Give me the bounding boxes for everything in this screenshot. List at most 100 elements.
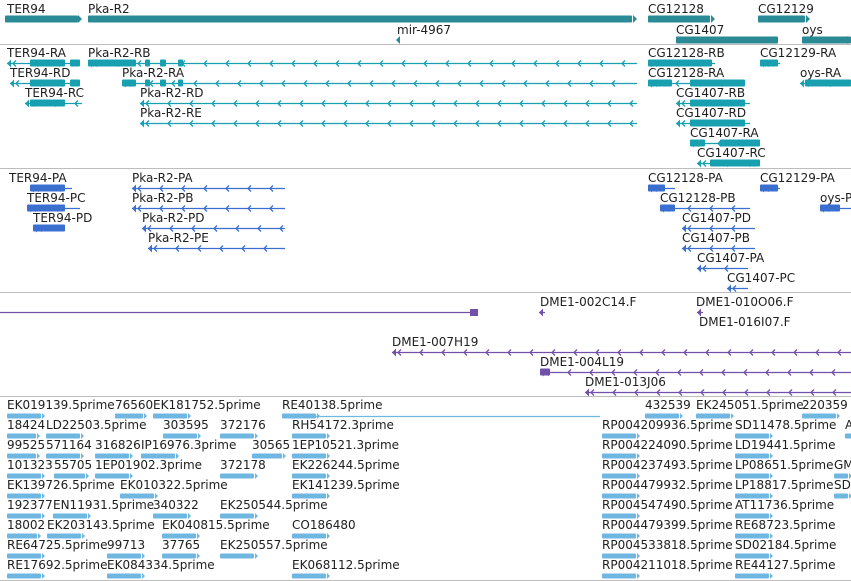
- est-label-re17692-5prime[interactable]: RE17692.5prime: [7, 558, 108, 572]
- est-label-lp18817-5prime[interactable]: LP18817.5prime: [735, 478, 834, 492]
- est-label-rp004211018-5prime[interactable]: RP004211018.5prime: [602, 558, 733, 572]
- gene-label-ter94[interactable]: TER94: [7, 2, 46, 16]
- clone-label-dme1-016i07-f[interactable]: DME1-016I07.F: [699, 315, 791, 329]
- est-label-ek250557-5prime[interactable]: EK250557.5prime: [220, 538, 328, 552]
- protein-label-cg1407-pd[interactable]: CG1407-PD: [682, 211, 752, 225]
- est-label-ek250544-5prime[interactable]: EK250544.5prime: [220, 498, 328, 512]
- est-label-at11736-5prime[interactable]: AT11736.5prime: [735, 498, 835, 512]
- est-label-30565[interactable]: 30565: [252, 438, 291, 452]
- est-label-571164[interactable]: 571164: [46, 438, 92, 452]
- protein-label-oys-p[interactable]: oys-P: [820, 191, 851, 205]
- est-label-rp004547490-5prime[interactable]: RP004547490.5prime: [602, 498, 733, 512]
- est-label-1ep10521-3prime[interactable]: 1EP10521.3prime: [292, 438, 400, 452]
- gene-label-cg12128[interactable]: CG12128: [648, 2, 704, 16]
- est-label-rp004209936-5prime[interactable]: RP004209936.5prime: [602, 418, 733, 432]
- est-label-ek139726-5prime[interactable]: EK139726.5prime: [7, 478, 115, 492]
- transcript-label-cg12128-ra[interactable]: CG12128-RA: [648, 66, 725, 80]
- protein-label-ter94-pc[interactable]: TER94-PC: [27, 191, 86, 205]
- est-label-rp004224090-5prime[interactable]: RP004224090.5prime: [602, 438, 733, 452]
- est-label-rp004533818-5prime[interactable]: RP004533818.5prime: [602, 538, 733, 552]
- transcript-label-cg1407-ra[interactable]: CG1407-RA: [690, 126, 759, 140]
- est-label-re68723-5prime[interactable]: RE68723.5prime: [735, 518, 836, 532]
- est-label-re44127-5prime[interactable]: RE44127.5prime: [735, 558, 836, 572]
- protein-label-cg12128-pa[interactable]: CG12128-PA: [648, 171, 723, 185]
- clone-label-dme1-004l19[interactable]: DME1-004L19: [540, 355, 624, 369]
- protein-label-pka-r2-pd[interactable]: Pka-R2-PD: [142, 211, 205, 225]
- est-label-ek084334-5prime[interactable]: EK084334.5prime: [107, 558, 215, 572]
- est-label-ld22503-5prime[interactable]: LD22503.5prime: [46, 418, 147, 432]
- transcript-label-cg1407-rd[interactable]: CG1407-RD: [676, 106, 747, 120]
- gene-label-cg1407[interactable]: CG1407: [676, 23, 725, 37]
- transcript-label-pka-r2-rd[interactable]: Pka-R2-RD: [140, 86, 204, 100]
- est-label-192377[interactable]: 192377: [7, 498, 53, 512]
- est-label-76560[interactable]: 76560: [115, 398, 154, 412]
- est-label-rp004237493-5prime[interactable]: RP004237493.5prime: [602, 458, 733, 472]
- est-label-rp004479932-5prime[interactable]: RP004479932.5prime: [602, 478, 733, 492]
- protein-label-ter94-pd[interactable]: TER94-PD: [33, 211, 93, 225]
- est-label-a[interactable]: A: [845, 418, 851, 432]
- est-label-99713[interactable]: 99713: [107, 538, 146, 552]
- est-label-ip16976-3prime[interactable]: IP16976.3prime: [141, 438, 237, 452]
- protein-label-cg12128-pb[interactable]: CG12128-PB: [660, 191, 736, 205]
- transcript-label-cg12129-ra[interactable]: CG12129-RA: [760, 46, 837, 60]
- transcript-label-pka-r2-rb[interactable]: Pka-R2-RB: [88, 46, 151, 60]
- protein-label-cg1407-pb[interactable]: CG1407-PB: [682, 231, 751, 245]
- est-label-101323[interactable]: 101323: [7, 458, 53, 472]
- est-label-303595[interactable]: 303595: [163, 418, 209, 432]
- est-label-ld19441-5prime[interactable]: LD19441.5prime: [735, 438, 836, 452]
- gene-label-mir-4967[interactable]: mir-4967: [397, 23, 452, 37]
- est-label-55705[interactable]: 55705: [54, 458, 93, 472]
- est-label-gm[interactable]: GM: [834, 458, 851, 472]
- est-label-220359[interactable]: 220359: [802, 398, 848, 412]
- est-label-rh54172-3prime[interactable]: RH54172.3prime: [292, 418, 394, 432]
- est-label-99525[interactable]: 99525: [7, 438, 46, 452]
- est-label-sd02184-5prime[interactable]: SD02184.5prime: [735, 538, 837, 552]
- est-label-37765[interactable]: 37765: [162, 538, 201, 552]
- est-label-18424[interactable]: 18424: [7, 418, 46, 432]
- protein-label-cg1407-pc[interactable]: CG1407-PC: [727, 271, 796, 285]
- transcript-label-ter94-rc[interactable]: TER94-RC: [25, 86, 84, 100]
- est-label-340322[interactable]: 340322: [153, 498, 199, 512]
- est-label-18002[interactable]: 18002: [7, 518, 46, 532]
- protein-label-pka-r2-pb[interactable]: Pka-R2-PB: [132, 191, 194, 205]
- transcript-label-cg1407-rb[interactable]: CG1407-RB: [676, 86, 746, 100]
- est-label-1ep01902-3prime[interactable]: 1EP01902.3prime: [95, 458, 203, 472]
- est-label-316826[interactable]: 316826: [95, 438, 141, 452]
- transcript-label-pka-r2-ra[interactable]: Pka-R2-RA: [122, 66, 185, 80]
- transcript-label-cg12128-rb[interactable]: CG12128-RB: [648, 46, 725, 60]
- est-label-sd11478-5prime[interactable]: SD11478.5prime: [735, 418, 837, 432]
- transcript-label-ter94-ra[interactable]: TER94-RA: [7, 46, 66, 60]
- est-label-ek226244-5prime[interactable]: EK226244.5prime: [292, 458, 400, 472]
- clone-label-dme1-013j06[interactable]: DME1-013J06: [585, 375, 666, 389]
- est-label-ek010322-5prime[interactable]: EK010322.5prime: [120, 478, 228, 492]
- est-label-re64725-5prime[interactable]: RE64725.5prime: [7, 538, 108, 552]
- est-label-ek181752-5prime[interactable]: EK181752.5prime: [153, 398, 261, 412]
- est-label-en11931-5prime[interactable]: EN11931.5prime: [53, 498, 155, 512]
- est-label-ek040815-5prime[interactable]: EK040815.5prime: [162, 518, 270, 532]
- est-label-372178[interactable]: 372178: [220, 458, 266, 472]
- gene-label-pka-r2[interactable]: Pka-R2: [88, 2, 130, 16]
- protein-label-ter94-pa[interactable]: TER94-PA: [9, 171, 67, 185]
- protein-label-pka-r2-pa[interactable]: Pka-R2-PA: [132, 171, 193, 185]
- transcript-label-oys-ra[interactable]: oys-RA: [800, 66, 842, 80]
- est-label-ek019139-5prime[interactable]: EK019139.5prime: [7, 398, 115, 412]
- clone-label-dme1-010o06-f[interactable]: DME1-010O06.F: [696, 295, 794, 309]
- transcript-label-ter94-rd[interactable]: TER94-RD: [10, 66, 71, 80]
- gene-label-oys[interactable]: oys: [802, 23, 823, 37]
- est-label-ek203143-5prime[interactable]: EK203143.5prime: [47, 518, 155, 532]
- protein-label-cg1407-pa[interactable]: CG1407-PA: [697, 251, 765, 265]
- est-label-re40138-5prime[interactable]: RE40138.5prime: [282, 398, 383, 412]
- est-label-rp004479399-5prime[interactable]: RP004479399.5prime: [602, 518, 733, 532]
- transcript-label-pka-r2-re[interactable]: Pka-R2-RE: [140, 106, 202, 120]
- est-label-372176[interactable]: 372176: [220, 418, 266, 432]
- protein-label-pka-r2-pe[interactable]: Pka-R2-PE: [148, 231, 209, 245]
- transcript-label-cg1407-rc[interactable]: CG1407-RC: [697, 146, 766, 160]
- clone-label-dme1-002c14-f[interactable]: DME1-002C14.F: [540, 295, 637, 309]
- protein-label-cg12129-pa[interactable]: CG12129-PA: [760, 171, 835, 185]
- est-label-co186480[interactable]: CO186480: [292, 518, 356, 532]
- est-label-ek245051-5prime[interactable]: EK245051.5prime: [696, 398, 804, 412]
- est-label-432539[interactable]: 432539: [645, 398, 691, 412]
- gene-label-cg12129[interactable]: CG12129: [758, 2, 814, 16]
- est-label-ek141239-5prime[interactable]: EK141239.5prime: [292, 478, 400, 492]
- clone-label-dme1-007h19[interactable]: DME1-007H19: [392, 335, 479, 349]
